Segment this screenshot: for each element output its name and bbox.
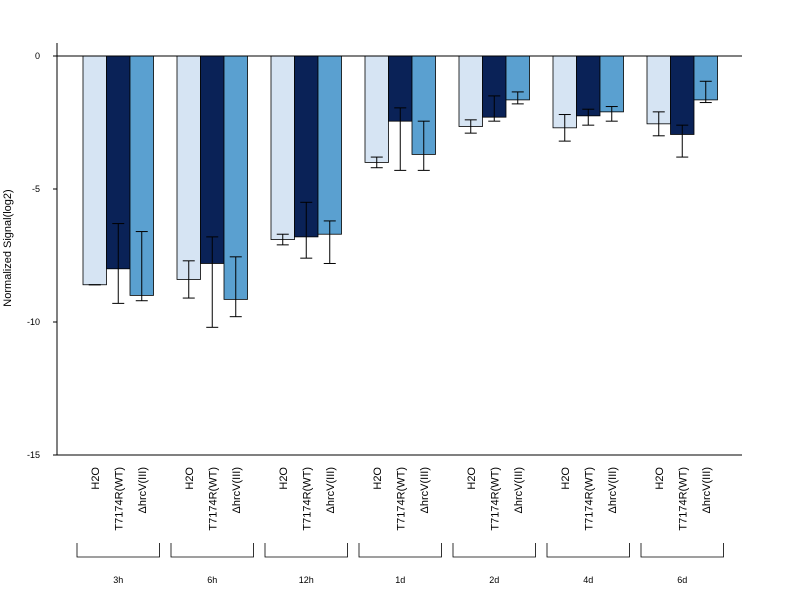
group-bracket	[358, 543, 442, 558]
category-label: ΔhrcV(III)	[419, 467, 431, 513]
group-bracket	[546, 543, 630, 558]
error-bars-layer	[88, 80, 712, 328]
bar	[599, 55, 624, 113]
category-labels: H2O T7174R(WT) ΔhrcV(III) H2O T7174R(WT) Δhrc…	[90, 467, 713, 531]
group-label: 12h	[299, 575, 314, 585]
group-label: 2d	[489, 575, 499, 585]
bar	[458, 55, 483, 127]
bar	[270, 55, 295, 240]
category-label: H2O	[90, 467, 102, 490]
group-bracket	[264, 543, 348, 558]
bar	[576, 55, 601, 117]
y-tick-label: -10	[27, 317, 40, 327]
group-label: 6h	[207, 575, 217, 585]
category-label: T7174R(WT)	[113, 467, 125, 531]
category-label: ΔhrcV(III)	[137, 467, 149, 513]
bar	[670, 55, 695, 135]
category-label: H2O	[466, 467, 478, 490]
bar	[317, 55, 342, 235]
category-label: T7174R(WT)	[489, 467, 501, 531]
category-label: T7174R(WT)	[301, 467, 313, 531]
group-label: 6d	[677, 575, 687, 585]
category-label: T7174R(WT)	[583, 467, 595, 531]
category-label: T7174R(WT)	[677, 467, 689, 531]
y-ticks: 0 -5 -10 -15	[27, 51, 57, 460]
bar	[82, 55, 107, 286]
bar	[364, 55, 389, 163]
y-tick-label: 0	[35, 51, 40, 61]
category-label: H2O	[560, 467, 572, 490]
group-label: 4d	[583, 575, 593, 585]
y-tick-label: -15	[27, 450, 40, 460]
category-label: H2O	[372, 467, 384, 490]
category-label: ΔhrcV(III)	[701, 467, 713, 513]
y-axis-title: Normalized Signal(log2)	[2, 189, 14, 306]
category-label: T7174R(WT)	[207, 467, 219, 531]
group-label: 3h	[113, 575, 123, 585]
group-bracket	[76, 543, 160, 558]
y-tick-label: -5	[32, 184, 40, 194]
category-label: ΔhrcV(III)	[607, 467, 619, 513]
group-bracket	[170, 543, 254, 558]
group-bracket	[640, 543, 724, 558]
category-label: ΔhrcV(III)	[325, 467, 337, 513]
bar	[200, 55, 225, 264]
category-label: ΔhrcV(III)	[231, 467, 243, 513]
category-label: T7174R(WT)	[395, 467, 407, 531]
group-bracket	[452, 543, 536, 558]
category-label: H2O	[654, 467, 666, 490]
category-label: H2O	[184, 467, 196, 490]
bars-layer	[82, 55, 718, 300]
group-brackets: 3h 6h 12h 1d 2d 4d 6d	[76, 543, 724, 585]
category-label: H2O	[278, 467, 290, 490]
category-label: ΔhrcV(III)	[513, 467, 525, 513]
bar	[176, 55, 201, 280]
group-label: 1d	[395, 575, 405, 585]
